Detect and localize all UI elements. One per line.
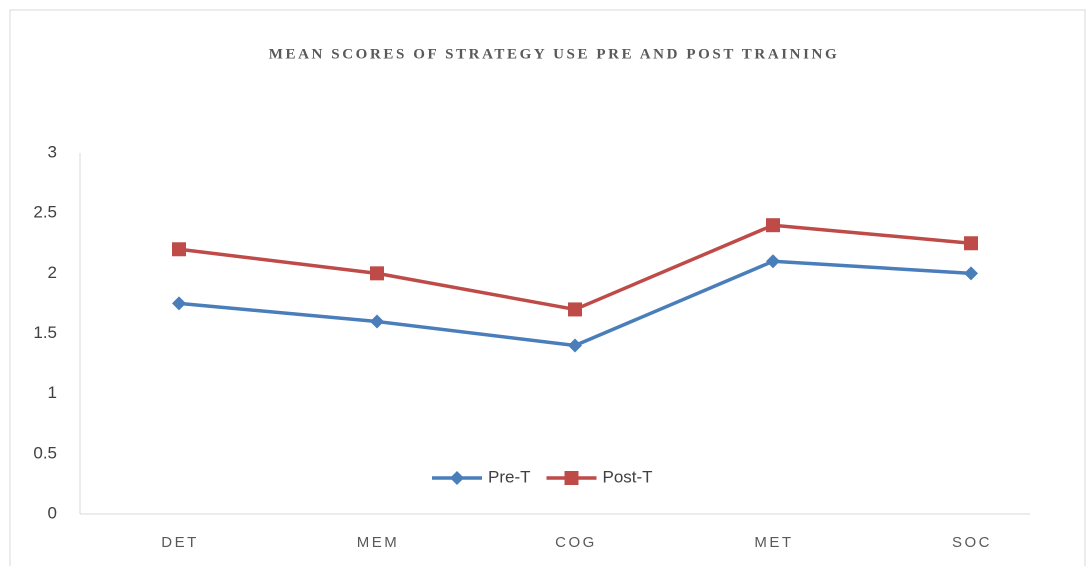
y-tick-label: 1: [48, 383, 57, 402]
point: [172, 242, 186, 257]
point: [370, 266, 384, 281]
point: [370, 314, 384, 329]
y-tick-label: 0: [48, 503, 57, 522]
point: [964, 266, 978, 281]
point: [568, 338, 582, 353]
x-tick-label: MET: [754, 534, 793, 551]
point: [766, 254, 780, 269]
x-tick-label: DET: [161, 534, 199, 551]
point: [964, 236, 978, 251]
chart-title: MEAN SCORES OF STRATEGY USE PRE AND POST…: [269, 46, 840, 62]
x-tick-label: SOC: [952, 534, 992, 551]
y-tick-label: 1.5: [33, 323, 57, 342]
x-tick-label: MEM: [357, 534, 400, 551]
point: [172, 296, 186, 311]
point: [766, 218, 780, 233]
legend-marker: [450, 471, 464, 485]
y-tick-label: 0.5: [33, 443, 57, 462]
chart-border: [9, 9, 1086, 566]
legend-marker: [564, 471, 579, 485]
y-tick-label: 2.5: [33, 203, 57, 222]
legend-label: Pre-T: [488, 467, 531, 486]
legend-label: Post-T: [603, 467, 653, 486]
y-tick-label: 3: [48, 142, 57, 161]
y-tick-label: 2: [48, 263, 57, 282]
point: [568, 302, 582, 317]
x-tick-label: COG: [555, 534, 597, 551]
